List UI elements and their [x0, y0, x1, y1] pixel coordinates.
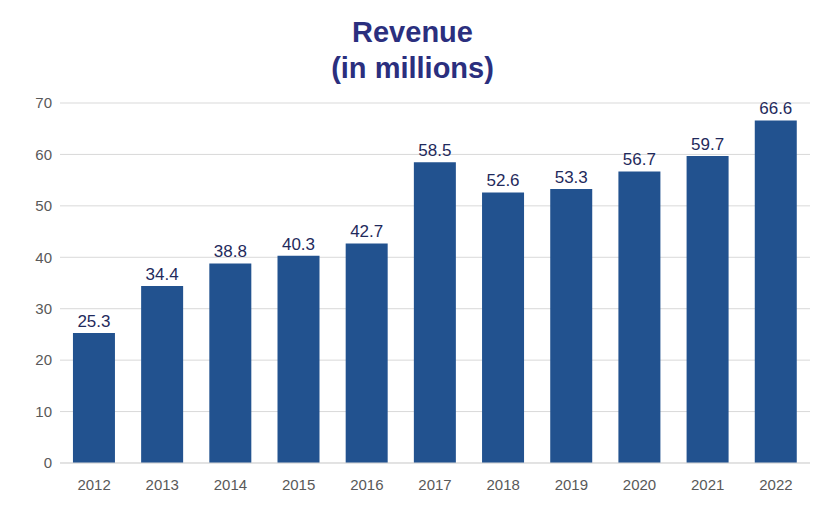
- svg-text:38.8: 38.8: [214, 242, 247, 261]
- svg-text:58.5: 58.5: [418, 141, 451, 160]
- svg-text:66.6: 66.6: [759, 99, 792, 118]
- svg-text:50: 50: [35, 197, 52, 214]
- svg-text:25.3: 25.3: [77, 312, 110, 331]
- svg-text:52.6: 52.6: [486, 171, 519, 190]
- svg-text:2017: 2017: [418, 476, 451, 493]
- svg-text:2021: 2021: [691, 476, 724, 493]
- svg-text:2020: 2020: [623, 476, 656, 493]
- svg-text:40.3: 40.3: [282, 235, 315, 254]
- svg-text:0: 0: [44, 454, 52, 471]
- svg-text:40: 40: [35, 249, 52, 266]
- html-text:(in millions): (in millions): [331, 52, 494, 84]
- svg-text:2022: 2022: [759, 476, 792, 493]
- svg-text:53.3: 53.3: [555, 168, 588, 187]
- svg-text:34.4: 34.4: [146, 265, 179, 284]
- svg-text:2014: 2014: [214, 476, 247, 493]
- svg-text:59.7: 59.7: [691, 135, 724, 154]
- svg-text:2016: 2016: [350, 476, 383, 493]
- svg-text:70: 70: [35, 94, 52, 111]
- svg-text:30: 30: [35, 300, 52, 317]
- svg-text:20: 20: [35, 351, 52, 368]
- html-text:Revenue: Revenue: [352, 16, 473, 48]
- svg-text:2019: 2019: [555, 476, 588, 493]
- svg-text:2018: 2018: [486, 476, 519, 493]
- svg-text:2012: 2012: [77, 476, 110, 493]
- svg-text:10: 10: [35, 403, 52, 420]
- svg-text:2015: 2015: [282, 476, 315, 493]
- svg-text:2013: 2013: [146, 476, 179, 493]
- svg-text:60: 60: [35, 146, 52, 163]
- svg-text:56.7: 56.7: [623, 150, 656, 169]
- svg-text:42.7: 42.7: [350, 222, 383, 241]
